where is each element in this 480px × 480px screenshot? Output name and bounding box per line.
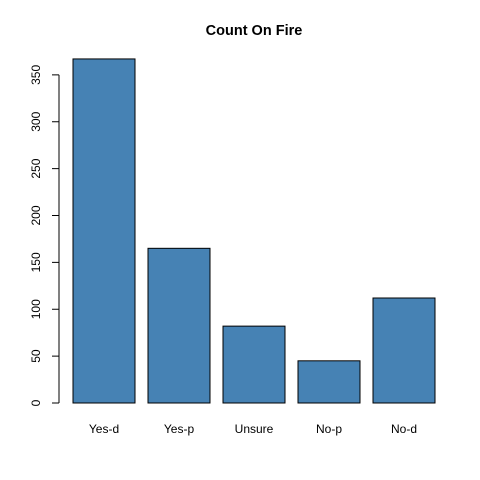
y-tick-label: 0 (29, 399, 43, 406)
bars (72, 58, 436, 404)
y-axis: 0 50 100 150 200 250 300 350 (29, 65, 60, 406)
y-tick-label: 50 (29, 349, 43, 363)
y-tick-label: 300 (29, 111, 43, 131)
bar-yes-d (72, 58, 136, 404)
y-tick-label: 200 (29, 205, 43, 225)
y-tick-label: 250 (29, 158, 43, 178)
x-tick-label: Yes-d (89, 422, 119, 436)
x-tick-label: Yes-p (164, 422, 195, 436)
x-tick-label: No-p (316, 422, 342, 436)
chart-title: Count On Fire (206, 23, 303, 39)
y-tick-label: 350 (29, 65, 43, 85)
bar-no-d (372, 297, 436, 404)
y-tick-label: 150 (29, 252, 43, 272)
y-tick-label: 100 (29, 299, 43, 319)
bar-yes-p (147, 247, 211, 404)
x-tick-label: No-d (391, 422, 417, 436)
bar-unsure (222, 325, 286, 404)
bar-no-p (297, 360, 361, 404)
x-tick-label: Unsure (235, 422, 274, 436)
x-axis-labels: Yes-d Yes-p Unsure No-p No-d (89, 422, 417, 436)
